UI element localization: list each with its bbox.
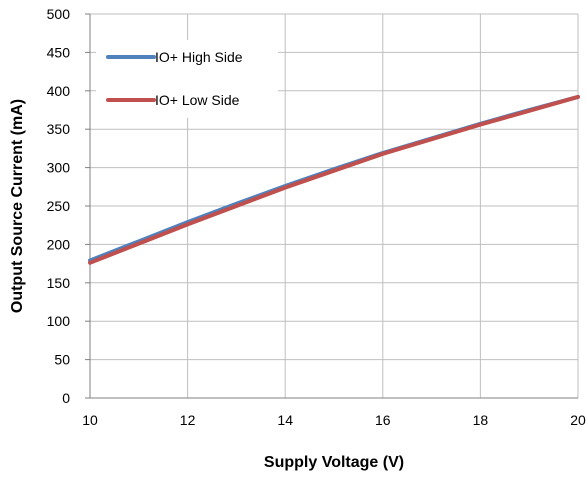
y-tick-label: 500 [47,6,71,22]
y-tick-label: 400 [47,83,71,99]
legend-label: IO+ High Side [155,49,243,65]
series-line [88,94,580,265]
x-tick-label: 18 [473,412,489,428]
x-tick-label: 14 [277,412,293,428]
legend-label: IO+ Low Side [155,92,240,108]
series-lines [88,94,580,265]
y-tick-label: 50 [54,352,70,368]
x-axis-title: Supply Voltage (V) [264,454,404,471]
y-tick-label: 200 [47,236,71,252]
y-tick-label: 100 [47,313,71,329]
y-tick-label: 300 [47,160,71,176]
legend: IO+ High Side IO+ Low Side [96,40,278,118]
y-tick-label: 150 [47,275,71,291]
y-tick-label: 250 [47,198,71,214]
axes [85,13,578,399]
x-tick-label: 12 [180,412,196,428]
y-axis-title: Output Source Current (mA) [9,99,26,313]
x-tick-label: 16 [375,412,391,428]
x-tick-label: 10 [82,412,98,428]
y-tick-label: 0 [62,390,70,406]
legend-background [96,40,278,118]
y-tick-label: 350 [47,121,71,137]
y-tick-label: 450 [47,44,71,60]
tick-labels: 10 12 14 16 18 200501001502002503003504004505… [47,6,586,428]
x-tick-label: 20 [570,412,586,428]
